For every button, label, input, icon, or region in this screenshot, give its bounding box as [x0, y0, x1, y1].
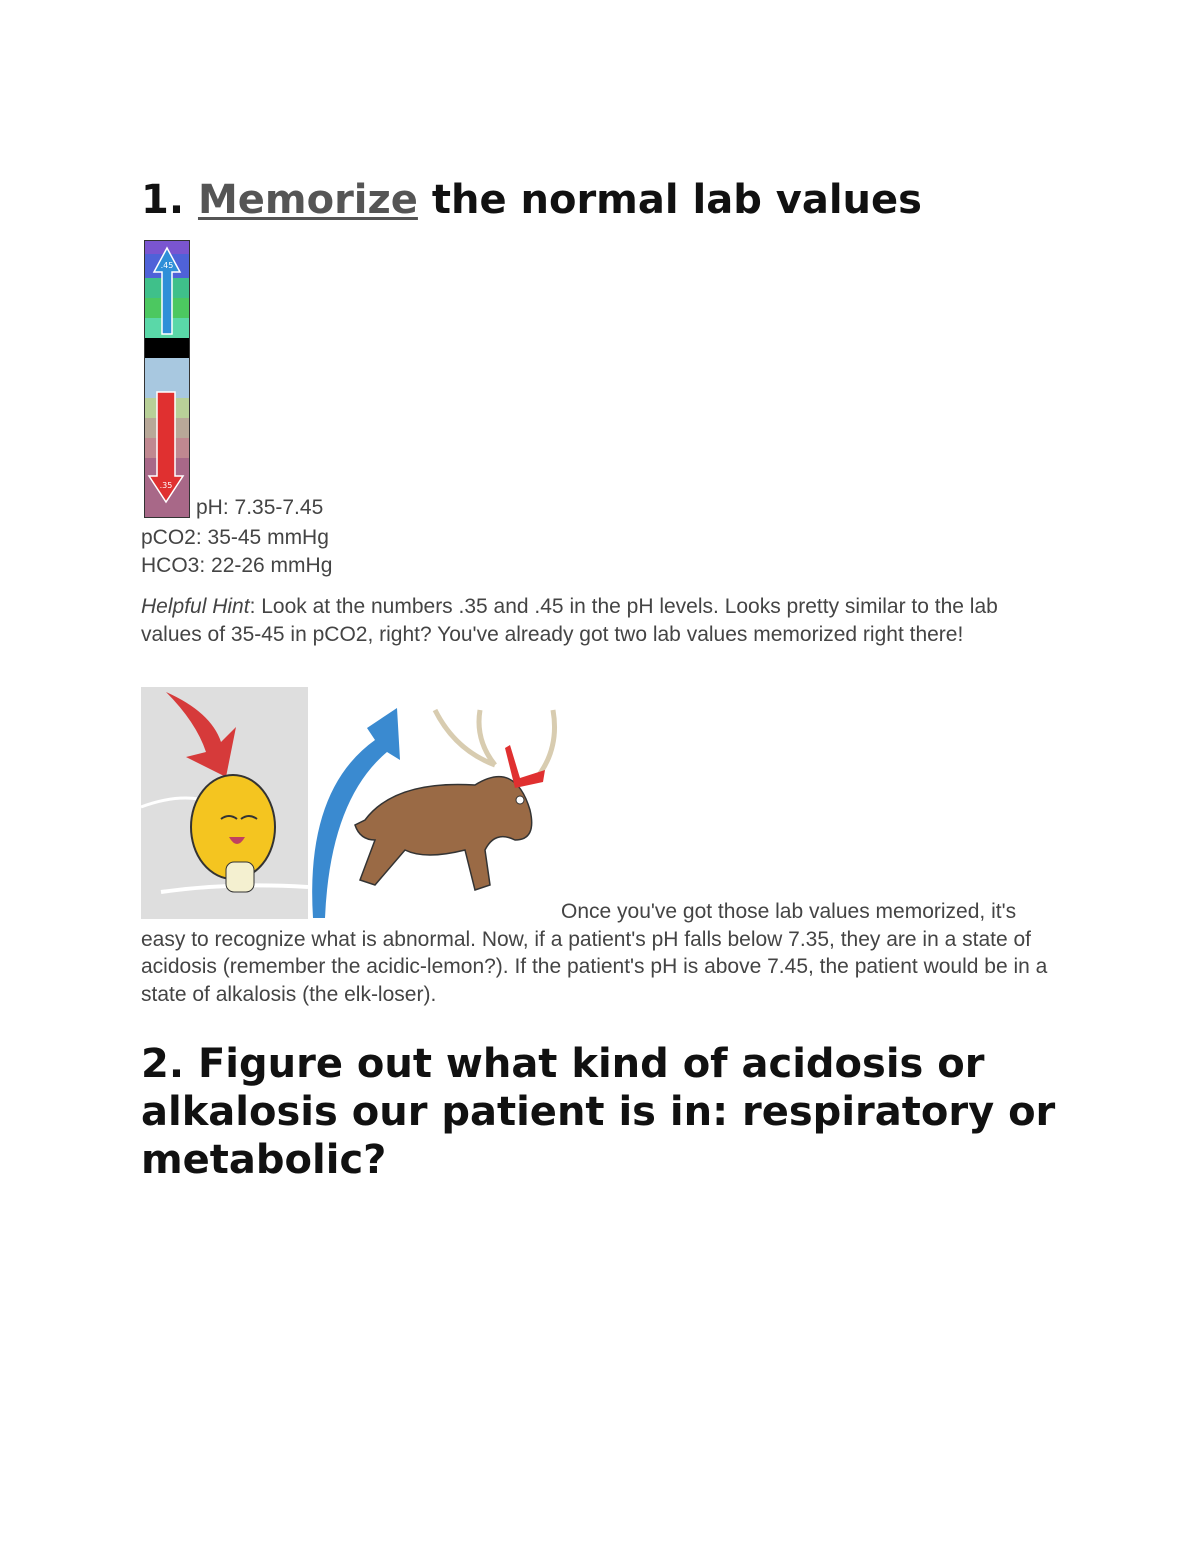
down-arrow: [147, 391, 185, 504]
hint-text: : Look at the numbers .35 and .45 in the…: [141, 595, 998, 646]
elk-loser-image: [312, 708, 558, 918]
acidic-lemon-image: [141, 687, 308, 919]
pco2-value: pCO2: 35-45 mmHg: [141, 526, 329, 549]
hint-label: Helpful Hint: [141, 595, 250, 618]
helpful-hint: Helpful Hint: Look at the numbers .35 an…: [141, 593, 1051, 648]
heading-text: the normal lab values: [417, 177, 922, 223]
ph-value: pH: 7.35-7.45: [196, 496, 324, 519]
heading-number: 1.: [141, 177, 185, 223]
section-1-heading: 1. Memorize the normal lab values: [141, 176, 922, 224]
ph-high-label: .45: [161, 261, 174, 270]
ph-low-label: .35: [160, 481, 173, 490]
ph-scale-image: .45 .35: [144, 240, 190, 518]
section-2-heading: 2. Figure out what kind of acidosis or a…: [141, 1041, 1056, 1183]
up-arrow: [152, 246, 182, 335]
lab-values: pCO2: 35-45 mmHg HCO3: 22-26 mmHg: [141, 524, 1051, 579]
memorize-link[interactable]: Memorize: [197, 177, 418, 223]
hco3-value: HCO3: 22-26 mmHg: [141, 553, 333, 577]
abnormal-values-paragraph: Once you've got those lab values memoriz…: [141, 900, 1048, 1006]
